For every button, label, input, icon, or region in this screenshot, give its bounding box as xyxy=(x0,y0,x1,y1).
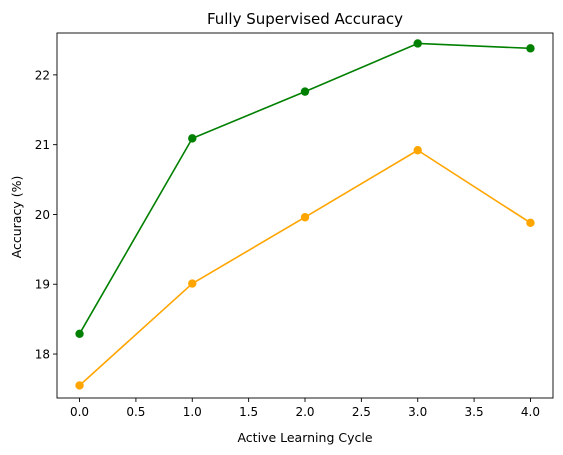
x-tick-label: 3.5 xyxy=(465,405,484,419)
x-tick-label: 2.5 xyxy=(352,405,371,419)
series-2-point xyxy=(75,381,84,390)
series-2-point xyxy=(413,146,422,155)
series-2-point xyxy=(188,279,197,288)
series-1-point xyxy=(413,39,422,48)
x-tick-label: 1.0 xyxy=(183,405,202,419)
x-tick-label: 1.5 xyxy=(239,405,258,419)
x-tick-label: 0.0 xyxy=(70,405,89,419)
series-1-point xyxy=(188,134,197,143)
y-tick-label: 18 xyxy=(35,348,50,362)
x-tick-label: 2.0 xyxy=(295,405,314,419)
y-tick-label: 22 xyxy=(35,68,50,82)
x-tick-label: 0.5 xyxy=(126,405,145,419)
x-axis-label: Active Learning Cycle xyxy=(237,430,372,445)
plot-area: 0.0 0.5 1.0 1.5 2.0 2.5 3.0 3.5 4.0 18 19 20 21 22 xyxy=(35,32,554,419)
series-line-2 xyxy=(79,149,531,387)
series-1-point xyxy=(526,44,535,53)
y-axis-label: Accuracy (%) xyxy=(9,176,24,259)
series-2-point xyxy=(300,213,310,222)
series-1-point xyxy=(75,329,84,338)
series-2-point xyxy=(526,218,535,228)
y-tick-label: 19 xyxy=(35,278,50,292)
y-tick-label: 20 xyxy=(35,208,50,222)
y-tick-label: 21 xyxy=(35,138,50,152)
series-1-point xyxy=(300,87,310,96)
x-tick-label: 4.0 xyxy=(521,405,540,419)
chart-title: Fully Supervised Accuracy xyxy=(207,10,403,28)
series-line-1 xyxy=(78,42,531,335)
x-tick-label: 3.0 xyxy=(408,405,427,419)
